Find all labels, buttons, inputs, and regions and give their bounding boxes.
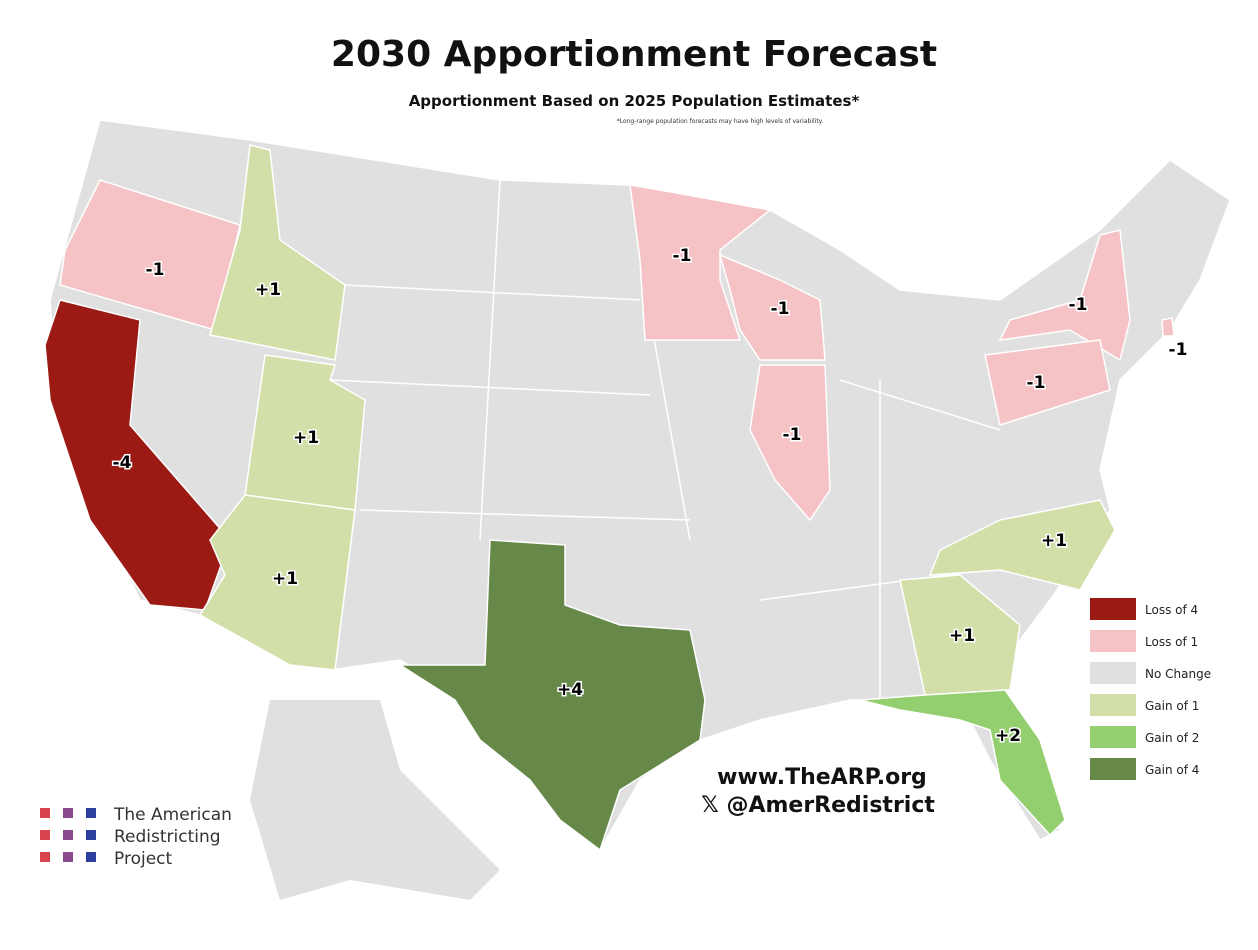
- state: [59, 179, 241, 331]
- state: [718, 253, 826, 361]
- logo-text: The American: [113, 805, 232, 825]
- state-label: +1: [255, 280, 281, 300]
- state: [1161, 317, 1175, 337]
- state-label: +1: [1041, 531, 1067, 551]
- state: [928, 499, 1116, 591]
- handle: 𝕏 @AmerRedistrict: [701, 793, 935, 818]
- state-label: -1: [783, 425, 802, 445]
- state: [749, 364, 831, 522]
- logo-text: Project: [114, 849, 172, 869]
- state-borders: [329, 179, 1061, 700]
- title: 2030 Apportionment Forecast: [331, 34, 937, 75]
- state: [984, 339, 1111, 426]
- state-label: -1: [146, 260, 165, 280]
- state: [198, 494, 356, 671]
- state: [629, 184, 772, 341]
- state-label: -1: [1169, 340, 1188, 360]
- legend-label: Gain of 2: [1145, 731, 1199, 745]
- state-label: -1: [673, 246, 692, 266]
- state: [899, 574, 1021, 696]
- state: [859, 689, 1066, 837]
- legend-swatch: [1090, 694, 1136, 716]
- state-label: +1: [272, 569, 298, 589]
- legend-label: Gain of 4: [1145, 763, 1199, 777]
- legend-swatch: [1090, 630, 1136, 652]
- website: www.TheARP.org: [717, 765, 927, 790]
- state-label: +4: [557, 680, 583, 700]
- state-label: +1: [293, 428, 319, 448]
- legend-swatch: [1090, 726, 1136, 748]
- legend-swatch: [1090, 758, 1136, 780]
- legend-label: Gain of 1: [1145, 699, 1199, 713]
- legend-swatch: [1090, 598, 1136, 620]
- state: [397, 539, 706, 852]
- legend-label: Loss of 1: [1145, 635, 1198, 649]
- subtitle: Apportionment Based on 2025 Population E…: [409, 92, 860, 110]
- state-label: -1: [1027, 373, 1046, 393]
- state: [998, 229, 1131, 362]
- state: [209, 144, 346, 361]
- state-label: -4: [113, 453, 132, 473]
- legend-label: No Change: [1145, 667, 1211, 681]
- legend-label: Loss of 4: [1145, 603, 1198, 617]
- state: [44, 299, 231, 611]
- state-label: +1: [949, 626, 975, 646]
- alaska: [250, 700, 500, 900]
- state-label: -1: [1069, 295, 1088, 315]
- legend-swatch: [1090, 662, 1136, 684]
- state-label: +2: [995, 726, 1021, 746]
- logo-text: Redistricting: [114, 827, 221, 847]
- state-label: -1: [771, 299, 790, 319]
- footnote: *Long-range population forecasts may hav…: [617, 118, 824, 125]
- logo-squares: [40, 808, 96, 862]
